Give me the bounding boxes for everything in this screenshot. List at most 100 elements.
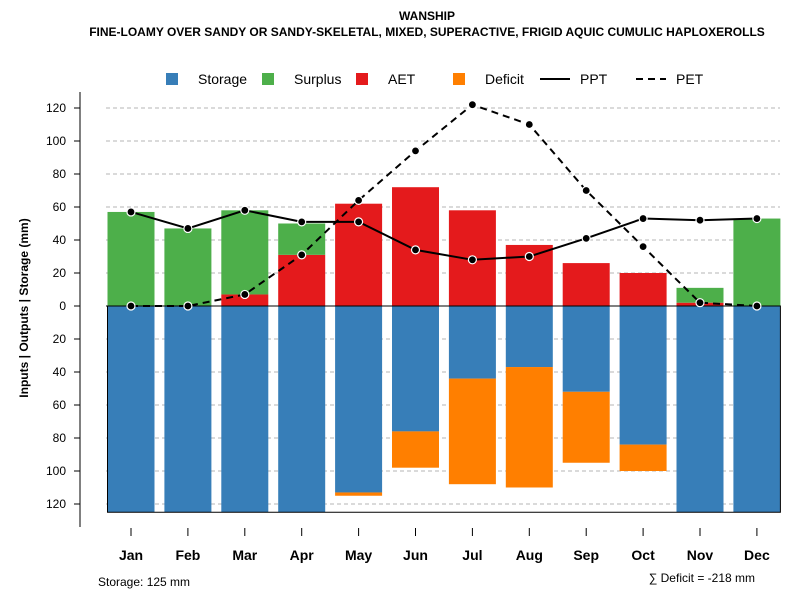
bar-aet: [278, 254, 326, 306]
x-tick-label: Oct: [631, 547, 655, 563]
bar-surplus: [733, 218, 781, 306]
y-axis: 120 100 80 60 40 20 0 20 40 60 80 100 120: [46, 101, 80, 511]
y-tick-label: 100: [46, 134, 66, 148]
bar-deficit: [392, 431, 439, 468]
legend-swatch-deficit: [453, 73, 465, 85]
bar-storage: [392, 306, 439, 432]
y-tick-label: 60: [53, 398, 67, 412]
point-ppt: [240, 205, 250, 215]
bar-deficit: [505, 367, 553, 488]
point-pet: [638, 242, 648, 252]
point-pet: [183, 301, 193, 311]
y-tick-label: 60: [53, 200, 67, 214]
legend-label: Surplus: [294, 71, 341, 87]
bar-storage: [335, 306, 383, 493]
point-ppt: [467, 255, 477, 265]
y-tick-label: 80: [53, 167, 67, 181]
bar-deficit: [562, 391, 610, 463]
line-pet: [131, 103, 757, 307]
point-ppt: [297, 217, 307, 227]
point-pet: [240, 289, 250, 300]
y-tick-label: 100: [46, 464, 66, 478]
deficit-total-note: ∑ Deficit = -218 mm: [649, 571, 755, 585]
bar-storage: [562, 306, 610, 392]
point-ppt: [695, 215, 705, 225]
point-ppt: [638, 213, 648, 224]
point-pet: [297, 250, 307, 260]
x-tick-label: Jul: [462, 547, 482, 563]
legend-swatch-aet: [356, 73, 368, 85]
point-pet: [467, 100, 477, 110]
legend-label: PPT: [580, 71, 608, 87]
bar-storage: [505, 306, 553, 368]
y-tick-label: 120: [46, 101, 66, 115]
gridlines: [106, 107, 780, 505]
legend-label: Storage: [198, 71, 247, 87]
series-points: [126, 100, 762, 311]
legend-label: AET: [388, 71, 416, 87]
series-lines: [130, 103, 757, 307]
bar-storage: [448, 306, 496, 379]
bar-storage: [733, 306, 781, 513]
bar-deficit: [448, 378, 496, 485]
bar-storage: [107, 306, 155, 513]
x-tick-label: Dec: [744, 547, 770, 563]
y-tick-label: 80: [53, 431, 67, 445]
point-ppt: [524, 251, 534, 262]
chart-title: WANSHIP: [399, 9, 455, 23]
point-pet: [581, 185, 591, 196]
bar-storage: [221, 306, 269, 513]
legend-label: Deficit: [485, 71, 524, 87]
x-tick-label: Jan: [119, 547, 143, 563]
x-tick-label: Sep: [573, 547, 599, 563]
bar-surplus: [221, 210, 269, 295]
point-ppt: [752, 213, 762, 224]
bars: [107, 187, 781, 513]
bar-deficit: [335, 492, 383, 496]
y-tick-label: 20: [53, 332, 67, 346]
y-tick-label: 20: [53, 266, 67, 280]
point-pet: [695, 298, 705, 308]
x-tick-label: Mar: [232, 547, 257, 563]
bar-surplus: [107, 211, 155, 306]
line-ppt: [130, 209, 757, 261]
bar-deficit: [619, 444, 667, 471]
x-tick-label: Apr: [290, 547, 315, 563]
bar-aet: [562, 263, 610, 306]
point-ppt: [354, 217, 364, 227]
point-pet: [126, 301, 136, 311]
bar-storage: [676, 306, 724, 513]
bar-aet: [619, 273, 667, 306]
y-tick-label: 40: [53, 233, 67, 247]
point-pet: [354, 195, 364, 205]
chart-legend: Storage Surplus AET Deficit PPT PET: [166, 71, 704, 87]
point-ppt: [126, 207, 136, 217]
y-axis-title: Inputs | Outputs | Storage (mm): [17, 218, 31, 397]
point-ppt: [410, 245, 421, 255]
bar-storage: [278, 306, 326, 513]
y-tick-label: 40: [53, 365, 67, 379]
y-tick-label: 0: [59, 299, 66, 313]
legend-swatch-surplus: [262, 73, 274, 85]
x-tick-label: Nov: [687, 547, 714, 563]
point-ppt: [183, 223, 193, 234]
x-tick-label: Aug: [516, 547, 543, 563]
point-pet: [410, 146, 421, 156]
chart-subtitle: FINE-LOAMY OVER SANDY OR SANDY-SKELETAL,…: [89, 25, 765, 39]
bar-storage: [164, 306, 212, 513]
legend-label: PET: [676, 71, 704, 87]
point-pet: [524, 119, 534, 130]
point-ppt: [581, 233, 591, 243]
x-tick-label: May: [345, 547, 372, 563]
y-tick-label: 120: [46, 497, 66, 511]
bar-aet: [221, 294, 269, 306]
storage-capacity-note: Storage: 125 mm: [98, 575, 190, 589]
x-tick-label: Feb: [175, 547, 200, 563]
x-axis: Jan Feb Mar Apr May Jun Jul Aug Sep Oct Nov Dec: [119, 528, 770, 563]
x-tick-label: Jun: [403, 547, 428, 563]
point-pet: [752, 301, 762, 311]
bar-storage: [619, 306, 667, 445]
legend-swatch-storage: [166, 73, 178, 85]
bar-surplus: [164, 228, 212, 306]
